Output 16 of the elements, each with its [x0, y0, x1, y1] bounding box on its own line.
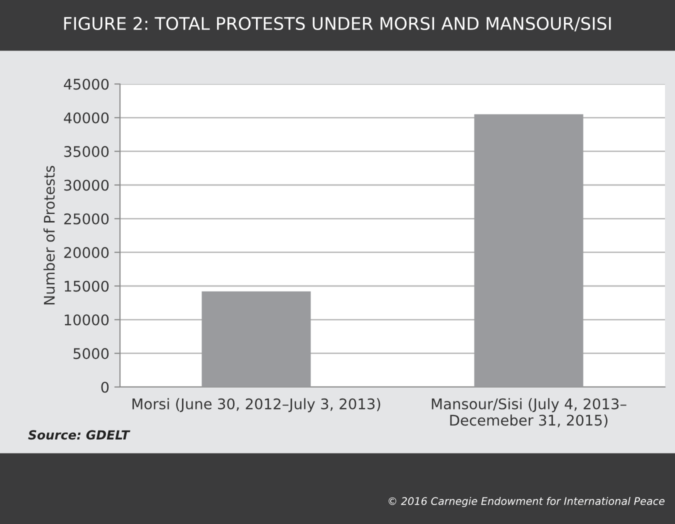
y-tick-label: 25000: [64, 213, 109, 224]
source-note: Source: GDELT: [28, 430, 130, 440]
chart-title: FIGURE 2: TOTAL PROTESTS UNDER MORSI AND MANSOUR/SISI: [64, 16, 611, 32]
y-tick-label: 15000: [64, 280, 109, 292]
x-tick-label: Mansour/Sisi (July 4, 2013– Decemeber 31, 2015): [432, 398, 626, 428]
y-tick-label: 20000: [64, 247, 109, 258]
y-tick-label: 30000: [64, 180, 109, 191]
y-tick-label: 35000: [64, 146, 109, 158]
y-tick-label: 5000: [74, 348, 109, 360]
y-tick-label: 40000: [64, 112, 109, 124]
y-tick-label: 0: [101, 382, 109, 393]
y-tick-label: 10000: [64, 314, 109, 326]
y-axis-title: Number of Protests: [44, 166, 55, 304]
x-tick-label: Morsi (June 30, 2012–July 3, 2013): [132, 398, 380, 412]
text: © 2016 Carnegie Endowment for International Peace: [388, 496, 665, 508]
y-tick-label: 45000: [64, 78, 109, 90]
